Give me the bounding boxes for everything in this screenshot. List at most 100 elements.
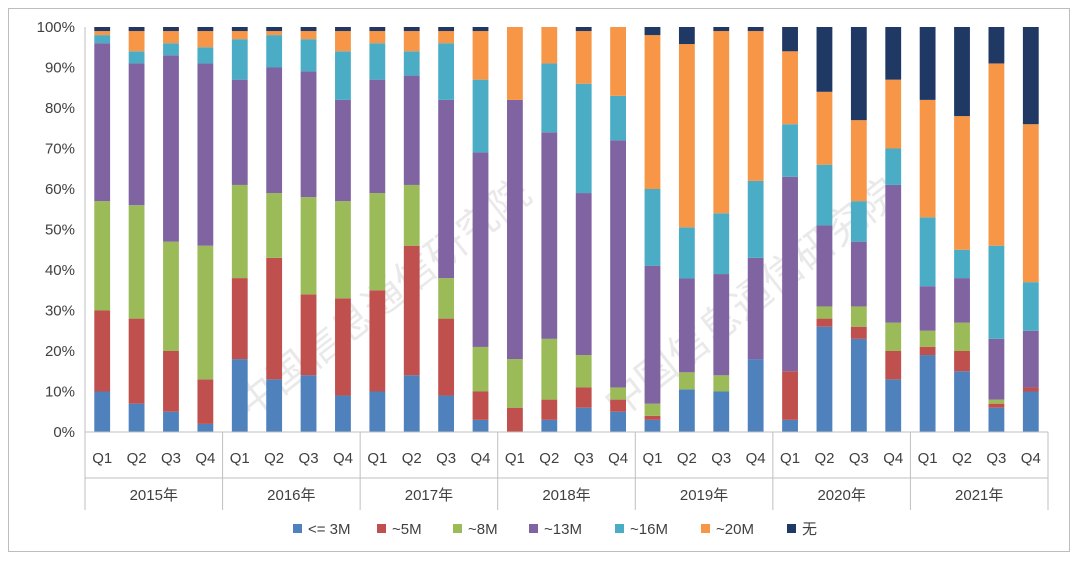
bar-segment: [94, 31, 111, 36]
bar-segment: [713, 375, 730, 392]
bar-segment: [94, 310, 111, 392]
x-quarter-label: Q2: [677, 450, 697, 467]
bar-segment: [369, 290, 386, 392]
bar-segment: [713, 31, 730, 214]
bar-segment: [438, 31, 455, 44]
bar-segment: [954, 371, 970, 432]
x-year-label: 2017年: [405, 487, 453, 504]
x-quarter-label: Q4: [195, 450, 215, 467]
bar-segment: [403, 75, 420, 185]
bar-segment: [954, 278, 970, 323]
bar-segment: [197, 379, 214, 424]
bar-segment: [94, 201, 111, 311]
bar-segment: [850, 326, 867, 339]
x-quarter-label: Q1: [642, 450, 662, 467]
bar-segment: [231, 79, 248, 185]
x-year-label: 2016年: [267, 487, 315, 504]
bar-segment: [988, 403, 1005, 408]
bar-segment: [954, 351, 970, 372]
bar-segment: [541, 63, 558, 133]
bar-segment: [507, 27, 523, 100]
bar-segment: [163, 27, 179, 32]
x-quarter-label: Q1: [367, 450, 387, 467]
y-tick-label: 10%: [45, 384, 75, 401]
x-quarter-label: Q2: [539, 450, 559, 467]
bar-segment: [575, 193, 592, 356]
bar-segment: [644, 419, 661, 432]
bar-segment: [300, 375, 317, 432]
legend-swatch: [293, 524, 302, 533]
bar-segment: [644, 35, 661, 189]
bar-segment: [335, 298, 351, 396]
bar-segment: [919, 99, 936, 218]
bar-segment: [335, 51, 351, 100]
x-quarter-label: Q2: [402, 450, 422, 467]
bar-segment: [816, 225, 833, 307]
x-quarter-label: Q4: [883, 450, 903, 467]
bar-segment: [919, 286, 936, 331]
bar-segment: [541, 419, 558, 432]
bar-segment: [472, 27, 489, 32]
bar-segment: [747, 180, 764, 258]
bars-layer: [94, 27, 1039, 432]
bar-segment: [300, 31, 317, 40]
bar-segment: [231, 27, 248, 32]
bar-segment: [94, 43, 111, 202]
bar-segment: [335, 31, 351, 52]
bar-segment: [163, 31, 179, 44]
bar-segment: [231, 31, 248, 40]
bar-segment: [747, 31, 764, 181]
bar-segment: [713, 391, 730, 432]
bar-segment: [266, 67, 283, 194]
bar-segment: [885, 184, 902, 323]
x-quarter-label: Q2: [264, 450, 284, 467]
y-tick-label: 20%: [45, 343, 75, 360]
bar-segment: [575, 355, 592, 388]
bar-segment: [747, 359, 764, 432]
bar-segment: [575, 27, 592, 32]
legend-label: ~16M: [630, 521, 668, 538]
bar-segment: [231, 359, 248, 432]
legend-swatch: [529, 524, 538, 533]
x-quarter-label: Q3: [299, 450, 319, 467]
bar-segment: [266, 31, 283, 36]
x-quarter-label: Q1: [230, 450, 250, 467]
bar-segment: [266, 27, 283, 32]
x-quarter-label: Q4: [1021, 450, 1041, 467]
bar-segment: [713, 27, 730, 32]
bar-segment: [128, 27, 145, 32]
bar-segment: [472, 419, 489, 432]
bar-segment: [988, 399, 1005, 404]
bar-segment: [94, 27, 111, 32]
bar-segment: [1022, 27, 1039, 125]
bar-segment: [197, 31, 214, 48]
bar-segment: [782, 176, 798, 372]
x-quarter-label: Q4: [471, 450, 491, 467]
bar-segment: [575, 387, 592, 408]
bar-segment: [678, 227, 695, 279]
x-quarter-label: Q3: [436, 450, 456, 467]
bar-segment: [128, 31, 145, 52]
bar-segment: [507, 99, 523, 360]
bar-segment: [678, 44, 695, 228]
bar-segment: [1022, 282, 1039, 331]
bar-segment: [919, 27, 936, 100]
x-year-label: 2018年: [542, 487, 590, 504]
bar-segment: [575, 31, 592, 84]
y-tick-label: 60%: [45, 181, 75, 198]
bar-segment: [163, 43, 179, 56]
bar-segment: [266, 193, 283, 258]
bar-segment: [610, 95, 626, 141]
bar-segment: [369, 43, 386, 80]
bar-segment: [541, 132, 558, 339]
x-quarter-label: Q1: [918, 450, 938, 467]
bar-segment: [782, 124, 798, 177]
bar-segment: [988, 63, 1005, 246]
bar-segment: [885, 79, 902, 149]
bar-segment: [644, 265, 661, 404]
bar-segment: [782, 51, 798, 125]
bar-segment: [1022, 387, 1039, 392]
bar-segment: [816, 318, 833, 327]
x-quarter-label: Q1: [92, 450, 112, 467]
bar-segment: [197, 423, 214, 432]
